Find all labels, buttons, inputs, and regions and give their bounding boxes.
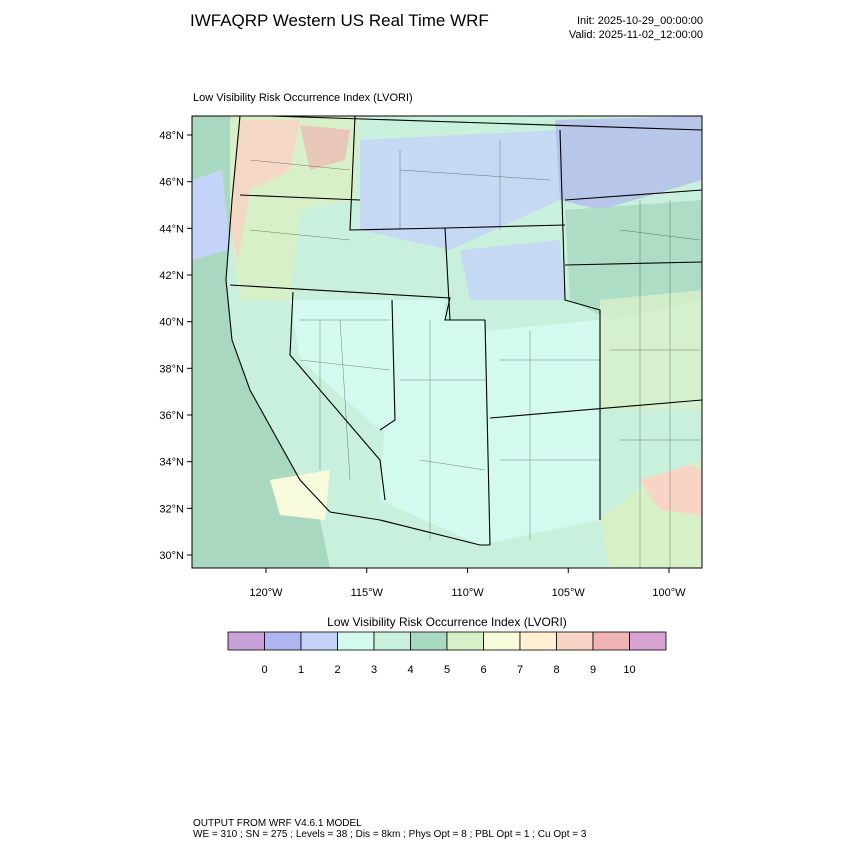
colorbar-tick-label: 10 — [623, 664, 635, 676]
map-frame — [191, 115, 703, 569]
lon-tick-label: 120°W — [249, 587, 283, 599]
lat-tick-label: 38°N — [159, 363, 184, 375]
color-box — [373, 631, 411, 651]
valid-time: Valid: 2025-11-02_12:00:00 — [569, 29, 703, 41]
lat-tick-label: 44°N — [159, 223, 184, 235]
lat-tick-label: 40°N — [159, 317, 184, 329]
colorbar: 0 1 2 3 4 5 6 7 8 9 10 — [227, 631, 667, 676]
colorbar-title: Low Visibility Risk Occurrence Index (LV… — [327, 615, 567, 629]
lat-tick-label: 34°N — [159, 457, 184, 469]
map-subtitle: Low Visibility Risk Occurrence Index (LV… — [193, 92, 413, 104]
init-time: Init: 2025-10-29_00:00:00 — [577, 15, 703, 27]
color-box — [592, 631, 630, 651]
lon-tick-label: 105°W — [552, 587, 586, 599]
colorbar-tick-label: 2 — [334, 664, 340, 676]
colorbar-tick-label: 5 — [444, 664, 450, 676]
footer-line: WE = 310 ; SN = 275 ; Levels = 38 ; Dis … — [193, 829, 587, 840]
color-box — [446, 631, 484, 651]
lat-tick-label: 30°N — [159, 550, 184, 562]
lon-tick-label: 110°W — [451, 587, 484, 599]
colorbar-tick-label: 0 — [261, 664, 267, 676]
lat-tick-label: 42°N — [159, 270, 184, 282]
color-box — [556, 631, 594, 651]
lat-tick-label: 46°N — [159, 177, 184, 189]
map-field — [192, 116, 702, 568]
color-box — [300, 631, 338, 651]
colorbar-tick-label: 1 — [298, 664, 304, 676]
color-box — [483, 631, 521, 651]
axes: 48°N 46°N 44°N 42°N 40°N 38°N 36°N 34°N 32°N 30°N… — [159, 130, 686, 599]
lat-tick-label: 36°N — [159, 410, 184, 422]
lon-tick-label: 100°W — [652, 587, 686, 599]
lon-tick-label: 115°W — [351, 587, 384, 599]
lat-tick-label: 48°N — [159, 130, 184, 142]
footer-line: OUTPUT FROM WRF V4.6.1 MODEL — [193, 818, 362, 829]
colorbar-tick-label: 8 — [553, 664, 559, 676]
color-box — [264, 631, 302, 651]
colorbar-tick-label: 3 — [371, 664, 377, 676]
color-box — [227, 631, 265, 651]
lat-tick-label: 32°N — [159, 503, 184, 515]
color-box — [519, 631, 557, 651]
color-box — [337, 631, 375, 651]
colorbar-tick-label: 4 — [407, 664, 413, 676]
colorbar-tick-label: 6 — [480, 664, 486, 676]
color-box — [629, 631, 667, 651]
color-box — [410, 631, 448, 651]
colorbar-tick-label: 9 — [590, 664, 596, 676]
title: IWFAQRP Western US Real Time WRF — [190, 11, 489, 30]
colorbar-tick-label: 7 — [517, 664, 523, 676]
